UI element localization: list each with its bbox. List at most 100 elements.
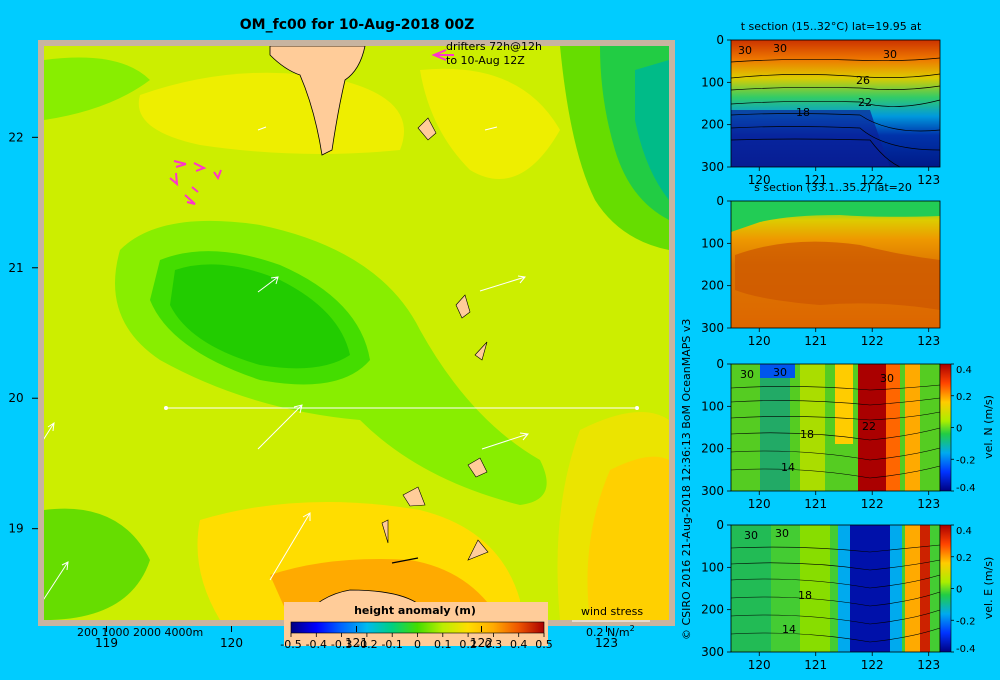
section-y-tick-label: 300 xyxy=(701,645,724,659)
colorbar-title: height anomaly (m) xyxy=(354,604,476,617)
vele-contour-label-4: 14 xyxy=(782,623,796,636)
island-1 xyxy=(417,117,437,141)
colorbar-tick-label: -0.3 xyxy=(331,638,352,651)
vele-colorbar-ticks: 0.4 0.2 0 -0.2 -0.4 xyxy=(951,524,976,655)
vele-band-4 xyxy=(850,525,890,652)
section-y-tick-label: 0 xyxy=(716,357,724,371)
colorbar-tick-label: 0.5 xyxy=(535,638,553,651)
map-y-tick-label: 20 xyxy=(8,391,23,405)
land-north xyxy=(269,46,366,156)
map-x-tick-label: 119 xyxy=(95,636,118,650)
section-y-tick-label: 300 xyxy=(701,321,724,335)
vel-colorbar-tick-label: 0.4 xyxy=(956,365,972,376)
section-y-tick-label: 200 xyxy=(701,118,724,132)
section-y-tick-label: 0 xyxy=(716,518,724,532)
section-y-tick-label: 0 xyxy=(716,33,724,47)
map-y-ticks: 22 21 20 19 xyxy=(8,130,38,536)
colorbar-tick-label: 0.1 xyxy=(434,638,452,651)
veln-band-3 xyxy=(835,364,853,444)
vele-band-2 xyxy=(800,525,830,652)
veln-colorbar-title: vel. N (m/s) xyxy=(982,395,995,459)
section-x-tick-label: 123 xyxy=(917,497,940,511)
anomaly-green-inner2 xyxy=(170,264,350,369)
map-x-tick-label: 123 xyxy=(595,636,618,650)
island-6 xyxy=(381,519,389,544)
vel-colorbar-tick-label: 0.2 xyxy=(956,392,972,403)
colorbar-tick-label: -0.1 xyxy=(381,638,402,651)
island-7 xyxy=(467,539,489,561)
section-x-tick-label: 120 xyxy=(748,173,771,187)
t-contour-label-6: 18 xyxy=(796,106,810,119)
s-section-axes: 120 121 122 123 0 100 200 300 xyxy=(701,194,940,348)
vele-band-5 xyxy=(890,525,902,652)
vel-colorbar-tick-label: -0.4 xyxy=(956,483,976,494)
vel-colorbar-tick-label: -0.4 xyxy=(956,644,976,655)
section-x-tick-label: 123 xyxy=(917,173,940,187)
section-x-tick-label: 123 xyxy=(917,658,940,672)
map-x-tick-label: 122 xyxy=(470,636,493,650)
veln-contours xyxy=(730,384,941,479)
veln-contour-label-5: 18 xyxy=(800,428,814,441)
veln-band-1 xyxy=(760,364,790,491)
map-y-tick-label: 19 xyxy=(8,522,23,536)
t-contour-label-5: 22 xyxy=(858,96,872,109)
veln-band-5 xyxy=(886,364,900,491)
map-y-tick-label: 21 xyxy=(8,261,23,275)
s-section-core xyxy=(735,241,940,310)
section-y-tick-label: 200 xyxy=(701,279,724,293)
map-field xyxy=(44,46,669,620)
veln-section-axes: 120 121 122 123 0 100 200 300 xyxy=(701,357,940,511)
map-y-tick-label: 22 xyxy=(8,130,23,144)
section-x-tick-label: 122 xyxy=(861,497,884,511)
section-x-tick-label: 123 xyxy=(917,334,940,348)
vele-contours xyxy=(730,544,941,643)
colorbar-tick-label: -0.5 xyxy=(280,638,301,651)
s-section-title: s section (33.1..35.2) lat=20 xyxy=(754,181,912,194)
vele-contour-label-3: 18 xyxy=(798,589,812,602)
island-4 xyxy=(467,457,488,478)
vele-colorbar xyxy=(939,524,952,653)
section-x-tick-label: 120 xyxy=(748,497,771,511)
colorbar-gradient xyxy=(290,621,545,634)
colorbar-tick-label: 0.4 xyxy=(510,638,528,651)
veln-colorbar xyxy=(939,363,952,492)
s-section-frame xyxy=(730,200,941,329)
section-x-tick-label: 122 xyxy=(861,173,884,187)
island-3 xyxy=(474,341,488,361)
depth-legend: 200 1000 2000 4000m xyxy=(77,626,203,639)
wind-stress-scale: 0.2 N/m2 xyxy=(586,624,635,639)
vele-colorbar-title: vel. E (m/s) xyxy=(982,557,995,620)
vel-colorbar-tick-label: -0.2 xyxy=(956,616,976,627)
t-section-title: t section (15..32°C) lat=19.95 at xyxy=(741,20,922,33)
s-section-upper xyxy=(731,201,940,232)
section-x-tick-label: 120 xyxy=(748,334,771,348)
section-end xyxy=(635,406,639,410)
anomaly-teal-east3 xyxy=(635,60,669,200)
vel-colorbar-tick-label: 0.2 xyxy=(956,553,972,564)
colorbar-tick-label: 0 xyxy=(414,638,421,651)
t-contour-label-3: 30 xyxy=(883,48,897,61)
t-section-deep xyxy=(731,110,890,167)
wind-stress-label: wind stress xyxy=(581,605,643,618)
island-8 xyxy=(391,557,419,564)
colorbar-ticks: -0.5 -0.4 -0.3 -0.2 -0.1 0 0.1 0.2 0.3 0.4 0.5 xyxy=(280,633,553,651)
veln-band-7 xyxy=(760,364,795,378)
map-x-tick-label: 121 xyxy=(345,636,368,650)
section-y-tick-label: 100 xyxy=(701,399,724,413)
section-x-tick-label: 120 xyxy=(748,658,771,672)
wind-vectors xyxy=(44,126,529,611)
vele-band-1 xyxy=(731,525,771,652)
veln-band-4 xyxy=(858,364,886,491)
veln-contour-label-2: 30 xyxy=(773,366,787,379)
section-x-tick-label: 122 xyxy=(861,334,884,348)
section-y-tick-label: 0 xyxy=(716,194,724,208)
vele-band-3 xyxy=(838,525,850,652)
vele-contour-label-2: 30 xyxy=(775,527,789,540)
drifter-marks xyxy=(169,49,454,205)
vel-colorbar-tick-label: 0.4 xyxy=(956,526,972,537)
vele-band-6 xyxy=(905,525,920,652)
section-start xyxy=(164,406,168,410)
anomaly-green-sw xyxy=(44,508,150,620)
section-y-tick-label: 300 xyxy=(701,160,724,174)
section-x-tick-label: 122 xyxy=(861,658,884,672)
